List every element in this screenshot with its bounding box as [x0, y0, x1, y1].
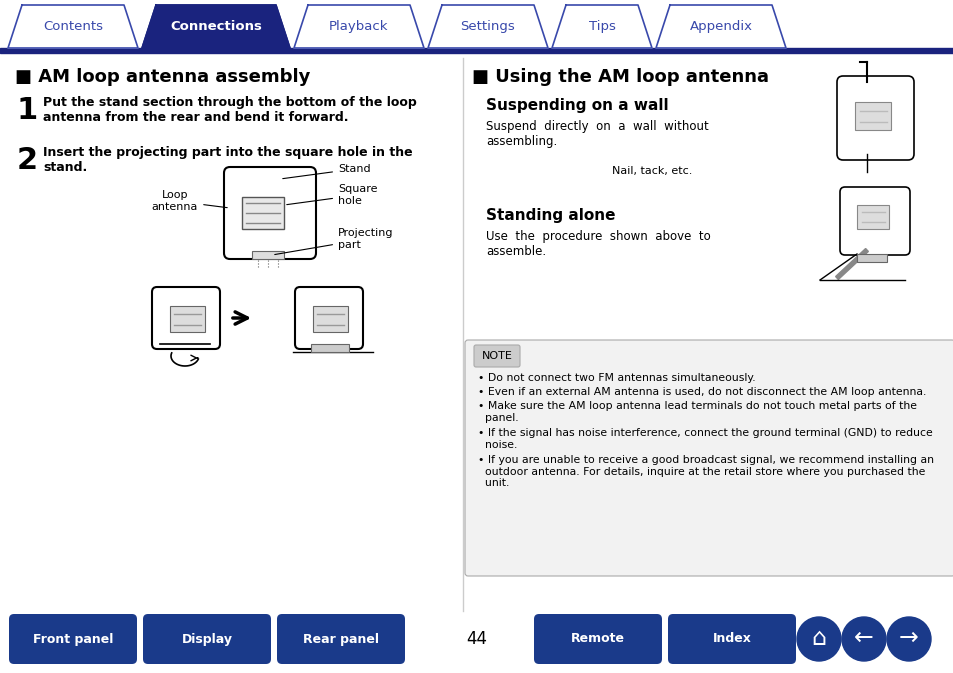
Bar	[856, 254, 886, 262]
Text: • If the signal has noise interference, connect the ground terminal (GND) to red: • If the signal has noise interference, …	[477, 428, 932, 450]
Bar	[170, 306, 205, 332]
Polygon shape	[656, 5, 785, 48]
Text: Remote: Remote	[571, 633, 624, 645]
Bar	[0, 48, 953, 53]
Text: Playback: Playback	[329, 20, 388, 33]
Text: Square
hole: Square hole	[287, 184, 377, 206]
Text: Front panel: Front panel	[32, 633, 113, 645]
Text: NOTE: NOTE	[481, 351, 512, 361]
Text: Loop
antenna: Loop antenna	[152, 190, 227, 212]
Text: Connections: Connections	[170, 20, 262, 33]
Text: ■ AM loop antenna assembly: ■ AM loop antenna assembly	[15, 68, 310, 86]
Text: Use  the  procedure  shown  above  to
assemble.: Use the procedure shown above to assembl…	[485, 230, 710, 258]
FancyBboxPatch shape	[224, 167, 315, 259]
Polygon shape	[428, 5, 547, 48]
FancyBboxPatch shape	[534, 614, 661, 664]
Text: Standing alone: Standing alone	[485, 208, 615, 223]
Text: Insert the projecting part into the square hole in the
stand.: Insert the projecting part into the squa…	[43, 146, 413, 174]
Text: Suspending on a wall: Suspending on a wall	[485, 98, 668, 113]
FancyBboxPatch shape	[836, 76, 913, 160]
Circle shape	[886, 617, 930, 661]
Text: Contents: Contents	[43, 20, 103, 33]
Text: 2: 2	[17, 146, 38, 175]
Text: Appendix: Appendix	[689, 20, 752, 33]
Circle shape	[796, 617, 841, 661]
Text: Stand: Stand	[282, 164, 370, 178]
Text: Index: Index	[712, 633, 751, 645]
Text: Settings: Settings	[460, 20, 515, 33]
Text: • Even if an external AM antenna is used, do not disconnect the AM loop antenna.: • Even if an external AM antenna is used…	[477, 387, 925, 397]
FancyBboxPatch shape	[667, 614, 795, 664]
Circle shape	[841, 617, 885, 661]
Text: Nail, tack, etc.: Nail, tack, etc.	[612, 166, 692, 176]
Text: 44: 44	[466, 630, 487, 648]
FancyBboxPatch shape	[840, 187, 909, 255]
FancyBboxPatch shape	[276, 614, 405, 664]
Text: Projecting
part: Projecting part	[274, 228, 393, 254]
Polygon shape	[552, 5, 651, 48]
FancyArrow shape	[835, 248, 867, 279]
Bar	[854, 102, 890, 130]
Polygon shape	[142, 5, 290, 48]
Text: • Do not connect two FM antennas simultaneously.: • Do not connect two FM antennas simulta…	[477, 373, 755, 383]
Text: Display: Display	[181, 633, 233, 645]
FancyBboxPatch shape	[143, 614, 271, 664]
Bar	[311, 344, 349, 352]
Text: 1: 1	[17, 96, 38, 125]
Polygon shape	[8, 5, 138, 48]
Text: • Make sure the AM loop antenna lead terminals do not touch metal parts of the
 : • Make sure the AM loop antenna lead ter…	[477, 401, 916, 423]
Text: Rear panel: Rear panel	[303, 633, 378, 645]
Text: • If you are unable to receive a good broadcast signal, we recommend installing : • If you are unable to receive a good br…	[477, 455, 933, 488]
FancyBboxPatch shape	[464, 340, 953, 576]
Text: ←: ←	[853, 626, 873, 650]
Text: Put the stand section through the bottom of the loop
antenna from the rear and b: Put the stand section through the bottom…	[43, 96, 416, 124]
Bar	[242, 197, 284, 229]
Bar	[856, 205, 888, 229]
Text: Tips: Tips	[588, 20, 615, 33]
FancyBboxPatch shape	[152, 287, 220, 349]
Text: ■ Using the AM loop antenna: ■ Using the AM loop antenna	[472, 68, 768, 86]
FancyBboxPatch shape	[9, 614, 137, 664]
Polygon shape	[294, 5, 423, 48]
FancyBboxPatch shape	[474, 345, 519, 367]
Text: →: →	[898, 626, 918, 650]
Text: ⌂: ⌂	[811, 626, 825, 650]
Bar	[252, 251, 284, 259]
Bar	[313, 306, 348, 332]
FancyBboxPatch shape	[294, 287, 363, 349]
Text: Suspend  directly  on  a  wall  without
assembling.: Suspend directly on a wall without assem…	[485, 120, 708, 148]
